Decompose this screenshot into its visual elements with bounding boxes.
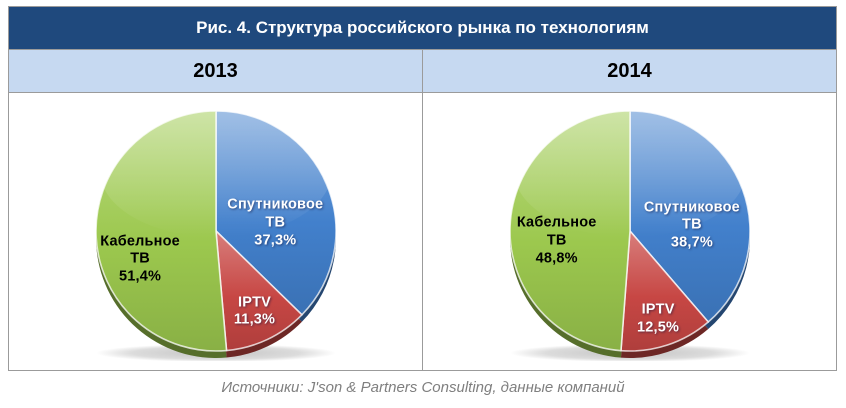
source-note: Источники: J'son & Partners Consulting, … (221, 379, 625, 396)
figure-table: Рис. 4. Структура российского рынка по т… (8, 6, 837, 371)
pie-gloss-highlight (513, 111, 746, 237)
chart-row: Спутниковое ТВ 37,3% IPTV 11,3% Кабельное … (9, 93, 836, 370)
column-header-2014: 2014 (607, 59, 652, 82)
iptv-slice (619, 230, 709, 352)
column-header-2013: 2013 (9, 50, 423, 92)
pie-gloss-highlight (99, 111, 332, 237)
pie-chart-2013: Спутниковое ТВ 37,3% IPTV 11,3% Кабельное … (9, 93, 423, 370)
pie-2013: Спутниковое ТВ 37,3% IPTV 11,3% Кабельное … (86, 101, 346, 361)
pie-chart-2014: Спутниковое ТВ 38,7% IPTV 12,5% Кабельное … (423, 93, 836, 370)
figure-title: Рис. 4. Структура российского рынка по т… (9, 7, 836, 50)
iptv-slice (214, 230, 303, 352)
year-header-row: 2013 2014 (9, 50, 836, 93)
pie-2014: Спутниковое ТВ 38,7% IPTV 12,5% Кабельное … (500, 101, 760, 361)
